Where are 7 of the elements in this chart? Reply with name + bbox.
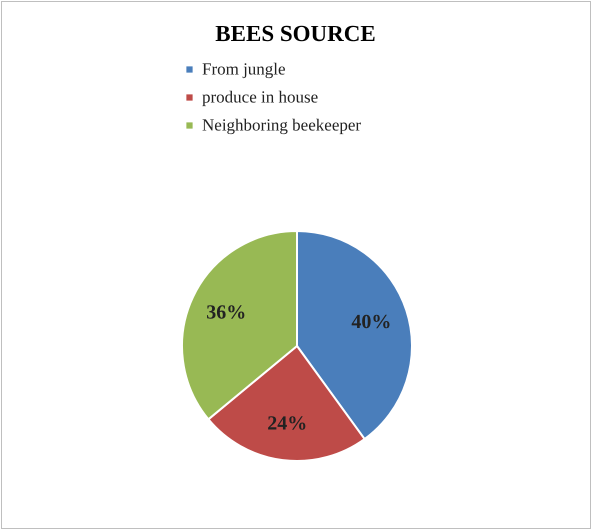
data-label: 40% (351, 310, 392, 333)
chart-title: BEES SOURCE (215, 21, 376, 46)
data-label: 36% (206, 302, 246, 324)
legend-label: produce in house (202, 88, 318, 106)
legend-label: Neighboring beekeeper (202, 116, 362, 134)
legend-label: From jungle (202, 60, 286, 78)
data-label: 24% (267, 412, 308, 435)
